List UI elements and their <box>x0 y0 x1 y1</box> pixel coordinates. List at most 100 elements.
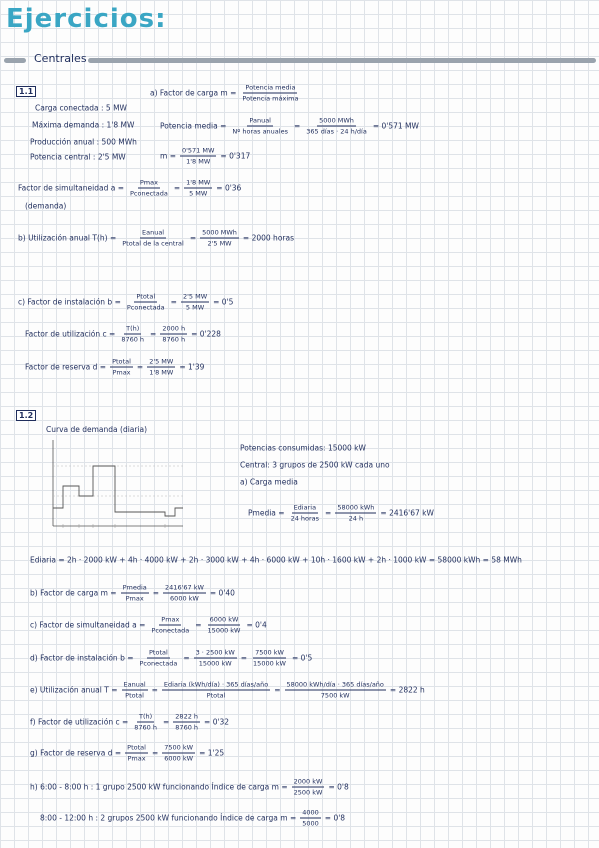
denominator: 2500 kW <box>293 788 323 797</box>
text: = 2822 h <box>389 685 425 695</box>
text: = <box>152 588 160 598</box>
fraction: 1'8 MW 5 MW <box>184 179 213 198</box>
text: = 0'8 <box>324 813 346 823</box>
numerator: 5000 MWh <box>317 116 356 127</box>
numerator: Pmax <box>159 615 182 626</box>
text: Potencias consumidas: 15000 kW <box>240 443 366 453</box>
numerator: Ptotal <box>147 648 170 659</box>
section-bar <box>4 58 26 63</box>
text: Factor de utilización c = <box>25 329 116 339</box>
denominator: Nº horas anuales <box>232 127 288 136</box>
text-line: b) Factor de carga m = Pmedia Pmax = 2416'67… <box>30 584 235 603</box>
fraction: 7500 kW 15000 kW <box>251 649 288 668</box>
text-line: f) Factor de utilización c = T(h) 8760 h = 2… <box>30 713 229 732</box>
denominator: Ptotal <box>125 691 144 700</box>
numerator: 2822 h <box>173 712 201 723</box>
fraction: Potencia media Potencia máxima <box>240 84 300 103</box>
chart-title: Curva de demanda (diaria) <box>46 425 148 434</box>
text-line: Factor de utilización c = T(h) 8760 h = 2000… <box>25 325 221 344</box>
text: = 1'39 <box>179 362 205 372</box>
text: = 0'5 <box>291 653 313 663</box>
numerator: Eanual <box>121 680 148 691</box>
fraction: Pmedia Pmax <box>120 583 149 603</box>
denominator: Potencia máxima <box>242 94 299 103</box>
text: = <box>183 653 190 663</box>
text: = 0'5 <box>213 297 234 307</box>
exercise-label: 1.1 <box>16 86 37 97</box>
text: h) 6:00 - 8:00 h : 1 grupo 2500 kW funci… <box>30 782 288 792</box>
denominator: Pconectada <box>130 189 168 198</box>
denominator: 8760 h <box>175 723 199 732</box>
text: Pmedia = <box>248 508 285 518</box>
text: = 2416'67 kW <box>380 508 434 518</box>
denominator: 6000 kW <box>170 594 199 603</box>
text: f) Factor de utilización c = <box>30 717 129 727</box>
denominator: 5 MW <box>189 189 208 198</box>
text: g) Factor de reserva d = <box>30 748 122 758</box>
fraction: 5000 MWh 2'5 MW <box>200 229 239 248</box>
numerator: T(h) <box>137 712 155 723</box>
text-line: a) Carga media <box>240 478 298 487</box>
fraction: 6000 kW 15000 kW <box>206 616 243 635</box>
denominator: Pconectada <box>126 303 165 312</box>
text: = 0'4 <box>246 620 267 630</box>
text: = <box>293 121 301 131</box>
numerator: Pmedia <box>120 583 149 594</box>
title: Ejercicios: <box>6 4 167 34</box>
denominator: 8760 h <box>162 335 186 344</box>
text-line: Producción anual : 500 MWh <box>30 138 137 147</box>
numerator: 3 · 2500 kW <box>193 648 237 659</box>
numerator: 5000 MWh <box>200 228 239 239</box>
text: = <box>150 329 157 339</box>
numerator: 2000 kW <box>291 777 325 788</box>
text-line: Pmedia = Ediaria 24 horas = 58000 kWh 24 h = 2… <box>248 504 434 523</box>
fraction: Panual Nº horas anuales <box>230 117 290 136</box>
fraction: 2822 h 8760 h <box>173 712 201 732</box>
section-bar <box>88 58 596 63</box>
text-line: Potencias consumidas: 15000 kW <box>240 444 366 453</box>
numerator: 6000 kW <box>207 615 241 626</box>
denominator: 15000 kW <box>207 626 241 635</box>
text: Factor de reserva d = <box>25 362 107 372</box>
text: Ediaria = 2h · 2000 kW + 4h · 4000 kW + … <box>30 555 522 565</box>
demand-sketch <box>52 440 183 528</box>
fraction: Ptotal Pconectada <box>138 649 180 668</box>
denominator: 5 MW <box>185 303 205 312</box>
denominator: 2'5 MW <box>207 239 232 248</box>
denominator: 1'8 MW <box>149 368 174 377</box>
denominator: 365 días · 24 h/día <box>306 127 367 136</box>
text-line: Máxima demanda : 1'8 MW <box>32 121 134 130</box>
section-heading: Centrales <box>34 52 87 65</box>
denominator: 8760 h <box>134 723 157 732</box>
text: b) Factor de carga m = <box>30 588 117 598</box>
text: c) Factor de instalación b = <box>18 297 121 307</box>
numerator: Ediaria (kWh/día) · 365 días/año <box>161 680 271 691</box>
text: Potencia central : 2'5 MW <box>30 152 126 162</box>
text: = <box>325 508 332 518</box>
text-line: Ediaria = 2h · 2000 kW + 4h · 4000 kW + … <box>30 556 522 565</box>
exercise-label: 1.2 <box>16 410 37 421</box>
text: m = <box>160 151 176 161</box>
text: = <box>163 717 170 727</box>
numerator: Ediaria <box>291 503 319 514</box>
text-line: a) Factor de carga m = Potencia media Pote… <box>150 84 300 103</box>
text: Carga conectada : 5 MW <box>35 103 127 113</box>
text-line: m = 0'571 MW 1'8 MW = 0'317 <box>160 147 250 166</box>
text: = 0'8 <box>328 782 349 792</box>
text-line: e) Utilización anual T = Eanual Ptotal = Edi… <box>30 681 425 700</box>
text: = <box>240 653 248 663</box>
denominator: Pmax <box>112 368 131 377</box>
text: = 0'40 <box>209 588 235 598</box>
text-line: g) Factor de reserva d = Ptotal Pmax = 7500 … <box>30 744 224 763</box>
fraction: Pmax Pconectada <box>128 179 170 198</box>
text-line: d) Factor de instalación b = Ptotal Pconec… <box>30 649 312 668</box>
text-line: h) 6:00 - 8:00 h : 1 grupo 2500 kW funci… <box>30 778 349 797</box>
denominator: Pconectada <box>139 659 178 668</box>
text: = <box>195 620 202 630</box>
fraction: Eanual Ptotal <box>121 680 148 700</box>
fraction: T(h) 8760 h <box>132 713 159 732</box>
numerator: 2'5 MW <box>180 292 210 303</box>
numerator: 2000 h <box>160 324 188 335</box>
text: a) Carga media <box>240 477 298 487</box>
